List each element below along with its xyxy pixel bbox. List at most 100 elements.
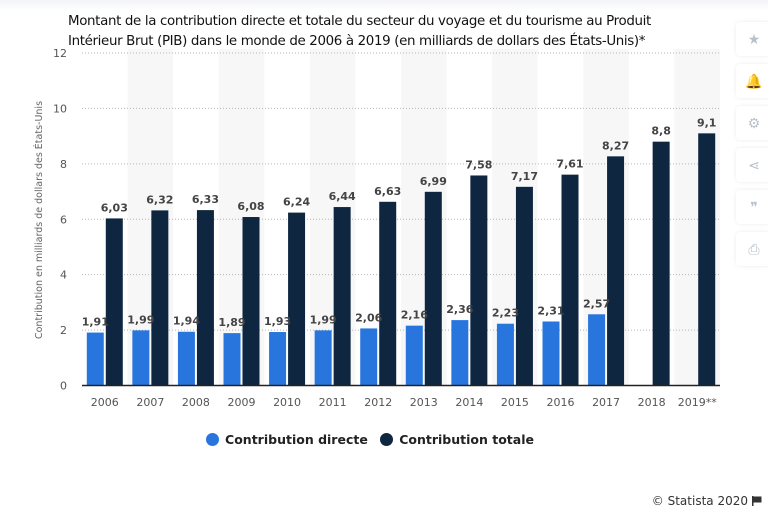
bar-contribution-directe[interactable]	[86, 332, 104, 386]
star-button[interactable]: ★	[736, 22, 768, 56]
data-label-totale: 7,61	[556, 158, 583, 171]
bar-contribution-directe[interactable]	[542, 321, 560, 386]
legend-marker-directe	[206, 433, 220, 446]
legend-label-totale: Contribution totale	[399, 432, 534, 447]
sidebar-toolbar: ★ 🔔 ⚙ ⋖ ❞ ⎙	[736, 22, 768, 274]
bar-contribution-totale[interactable]	[196, 210, 214, 386]
data-label-directe: 1,93	[264, 315, 291, 328]
data-label-directe: 1,99	[310, 313, 337, 326]
x-tick-label: 2010	[273, 396, 301, 409]
bar-contribution-totale[interactable]	[379, 201, 397, 386]
bar-contribution-totale[interactable]	[607, 156, 625, 386]
data-label-totale: 9,1	[697, 116, 717, 129]
bar-contribution-directe[interactable]	[132, 330, 150, 386]
x-tick-label: 2007	[136, 396, 164, 409]
bar-contribution-totale[interactable]	[470, 175, 488, 386]
data-label-totale: 6,08	[237, 200, 264, 213]
legend-item-totale[interactable]: Contribution totale	[380, 432, 534, 447]
y-axis-ticks: 0 2 4 6 8 10 12	[53, 47, 67, 393]
y-tick-label: 10	[53, 102, 67, 115]
bar-contribution-directe[interactable]	[451, 320, 469, 386]
bar-contribution-totale[interactable]	[105, 218, 123, 386]
bar-contribution-totale[interactable]	[288, 212, 306, 386]
bar-contribution-totale[interactable]	[151, 210, 169, 386]
data-label-totale: 6,32	[146, 193, 173, 206]
x-axis-ticks: 2006 2007 2008 2009 2010 2011 2012 2013 2014 2015…	[91, 396, 717, 409]
legend: Contribution directe Contribution totale	[0, 432, 740, 449]
share-icon: ⋖	[748, 156, 760, 173]
category-bands	[127, 49, 720, 386]
bar-contribution-totale[interactable]	[698, 133, 716, 386]
print-icon: ⎙	[748, 240, 760, 257]
bar-contribution-directe[interactable]	[269, 332, 287, 386]
bar-contribution-directe[interactable]	[177, 331, 195, 386]
bar-contribution-totale[interactable]	[242, 217, 260, 386]
data-label-totale: 6,24	[283, 196, 310, 209]
bell-button[interactable]: 🔔	[736, 64, 768, 98]
x-tick-label: 2011	[319, 396, 347, 409]
y-tick-label: 12	[53, 47, 67, 60]
x-tick-label: 2017	[592, 396, 620, 409]
bar-contribution-totale[interactable]	[424, 191, 442, 386]
credit[interactable]: © Statista 2020	[652, 494, 762, 508]
data-label-directe: 2,36	[446, 303, 473, 316]
print-button[interactable]: ⎙	[736, 232, 768, 266]
top-bar	[0, 0, 768, 10]
bar-contribution-directe[interactable]	[496, 323, 514, 386]
x-tick-label: 2014	[455, 396, 483, 409]
bar-contribution-totale[interactable]	[333, 207, 351, 386]
x-tick-label: 2012	[364, 396, 392, 409]
data-label-directe: 1,94	[173, 315, 200, 328]
bar-contribution-totale[interactable]	[515, 186, 533, 386]
legend-label-directe: Contribution directe	[225, 432, 368, 447]
data-label-totale: 7,17	[511, 170, 538, 183]
x-tick-label: 2018	[638, 396, 666, 409]
data-label-totale: 6,33	[192, 193, 219, 206]
share-button[interactable]: ⋖	[736, 148, 768, 182]
data-label-totale: 6,63	[374, 185, 401, 198]
flag-icon[interactable]	[752, 496, 762, 506]
bell-icon: 🔔	[745, 72, 763, 89]
y-tick-label: 0	[60, 380, 67, 393]
y-tick-label: 2	[60, 324, 67, 337]
bar-contribution-directe[interactable]	[588, 314, 606, 386]
y-axis-label: Contribution en milliards de dollars des…	[33, 101, 45, 339]
quote-icon: ❞	[750, 198, 758, 215]
legend-item-directe[interactable]: Contribution directe	[206, 432, 368, 447]
data-label-directe: 1,99	[127, 313, 154, 326]
x-tick-label: 2016	[547, 396, 575, 409]
x-tick-label: 2019**	[678, 396, 717, 409]
y-tick-label: 6	[60, 213, 67, 226]
bar-contribution-directe[interactable]	[223, 333, 241, 386]
gear-button[interactable]: ⚙	[736, 106, 768, 140]
bars	[86, 133, 716, 386]
data-label-totale: 7,58	[465, 158, 492, 171]
data-label-directe: 2,57	[583, 297, 610, 310]
data-label-directe: 2,23	[492, 307, 519, 320]
bar-contribution-directe[interactable]	[360, 328, 378, 386]
data-label-totale: 8,8	[651, 125, 671, 138]
chart-title: Montant de la contribution directe et to…	[68, 14, 651, 49]
data-label-directe: 1,89	[218, 316, 245, 329]
data-label-totale: 8,27	[602, 139, 629, 152]
data-labels: 1,91 6,03 1,99 6,32 1,94 6,33 1,89 6,08 1,93 6,24…	[82, 116, 717, 329]
data-label-directe: 2,31	[537, 304, 564, 317]
bar-contribution-directe[interactable]	[314, 330, 332, 386]
x-tick-label: 2013	[410, 396, 438, 409]
y-tick-label: 4	[60, 269, 67, 282]
data-label-directe: 2,06	[355, 311, 382, 324]
bar-contribution-totale[interactable]	[561, 174, 579, 386]
x-tick-label: 2015	[501, 396, 529, 409]
x-tick-label: 2009	[228, 396, 256, 409]
quote-button[interactable]: ❞	[736, 190, 768, 224]
gear-icon: ⚙	[747, 114, 761, 131]
legend-marker-totale	[380, 433, 394, 446]
data-label-totale: 6,03	[101, 201, 128, 214]
bar-contribution-directe[interactable]	[405, 325, 423, 386]
star-icon: ★	[747, 30, 761, 47]
data-label-directe: 2,16	[401, 309, 428, 322]
credit-text: © Statista 2020	[651, 494, 748, 508]
data-label-totale: 6,99	[420, 175, 447, 188]
bar-contribution-totale[interactable]	[652, 141, 670, 386]
